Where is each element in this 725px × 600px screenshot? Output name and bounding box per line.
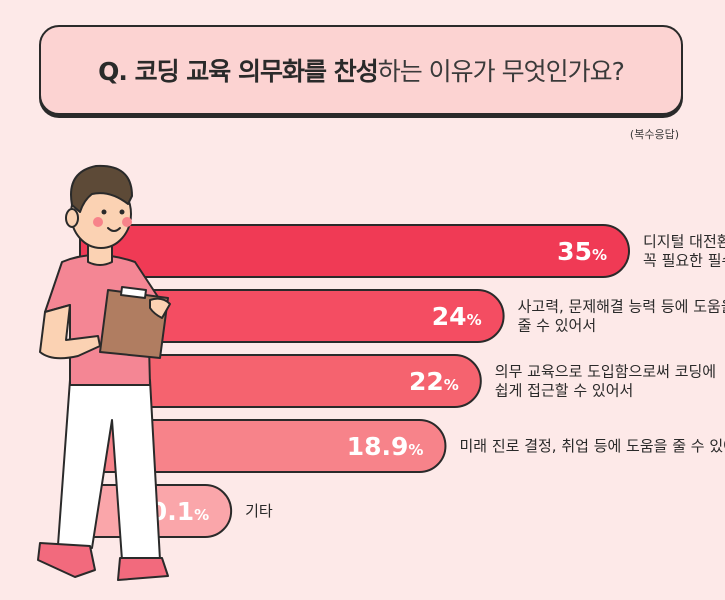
bars-group: 35% 디지털 대전환 시대에꼭 필요한 필수 능력이라서 24% 사고력, 문제해결… xyxy=(79,224,725,538)
bar-3 xyxy=(79,354,482,408)
question-title-bold: Q. 코딩 교육 의무화를 찬성 xyxy=(98,57,379,86)
right-cheek-shape xyxy=(122,217,132,227)
hair-shape xyxy=(70,164,133,213)
left-eye-shape xyxy=(101,209,107,215)
ear-shape xyxy=(65,208,79,228)
question-title-box: Q. 코딩 교육 의무화를 찬성 하는 이유가 무엇인가요? xyxy=(39,25,683,115)
bar-value-4: 18.9% xyxy=(347,432,424,461)
left-shoe-shape xyxy=(37,542,96,578)
bar-value-2: 24% xyxy=(432,302,482,331)
bar-1 xyxy=(79,224,630,278)
left-cheek-shape xyxy=(93,217,103,227)
bar-category-label-2: 사고력, 문제해결 능력 등에 도움을 줄 수 있어서 xyxy=(518,298,725,335)
bar-category-label-1: 디지털 대전환 시대에꼭 필요한 필수 능력이라서 xyxy=(643,233,725,270)
smile-shape xyxy=(107,227,121,232)
right-hand-shape xyxy=(149,297,171,319)
bar-category-label-3: 의무 교육으로 도입함으로써 코딩에 쉽게 접근할 수 있어서 xyxy=(495,363,716,400)
neck-shape xyxy=(87,243,113,266)
multiple-response-note: (복수응답) xyxy=(629,128,679,141)
bar-2 xyxy=(79,289,505,343)
question-title-rest: 하는 이유가 무엇인가요? xyxy=(377,57,625,86)
left-arm-shape xyxy=(39,304,101,360)
clipboard-clip-shape xyxy=(120,286,147,299)
right-eye-shape xyxy=(119,209,125,215)
bar-value-3: 22% xyxy=(409,367,459,396)
right-shoe-shape xyxy=(117,557,169,581)
bar-category-label-4: 미래 진로 결정, 취업 등에 도움을 줄 수 있어서 xyxy=(459,437,725,455)
person-illustration xyxy=(37,164,171,581)
bar-category-label-5: 기타 xyxy=(245,502,273,520)
bar-value-1: 35% xyxy=(557,237,607,266)
bar-4 xyxy=(79,419,447,473)
